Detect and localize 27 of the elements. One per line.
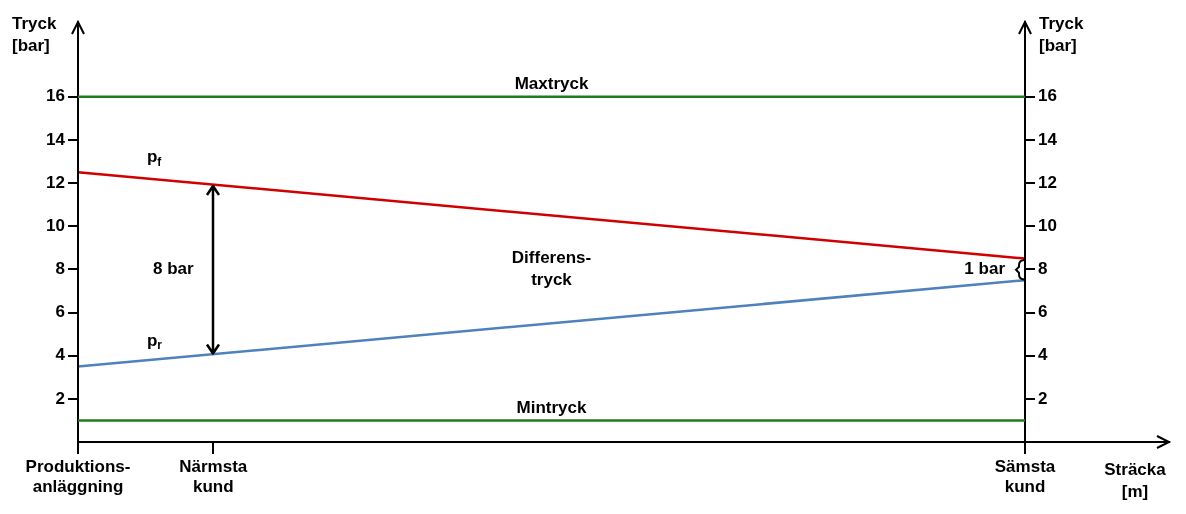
x-tick-label: Sämsta kund — [994, 456, 1056, 497]
y2-tick-label: 8 — [1038, 259, 1048, 279]
y2-tick-label: 14 — [1038, 129, 1058, 149]
x-tick-label: Närmsta kund — [179, 456, 248, 497]
y-tick-label: 14 — [46, 129, 66, 149]
y2-tick-label: 10 — [1038, 215, 1057, 235]
y-tick-label: 6 — [55, 302, 65, 322]
annotation: 8 bar — [152, 259, 194, 279]
x-tick-label: Produktions-anläggning — [25, 456, 131, 497]
y-tick-label: 10 — [46, 215, 65, 235]
y2-tick-label: 6 — [1038, 302, 1048, 322]
y-tick-label: 2 — [55, 388, 65, 408]
y2-tick-label: 4 — [1038, 345, 1048, 365]
y-tick-label: 8 — [55, 259, 65, 279]
y-tick-label: 4 — [55, 345, 66, 365]
ref-line-label: Maxtryck — [514, 74, 589, 94]
annotation: Differens-tryck — [511, 248, 592, 290]
y2-axis-title: Tryck [bar] — [1039, 13, 1084, 55]
y-tick-label: 12 — [46, 172, 65, 192]
y-tick-label: 16 — [46, 86, 65, 106]
y2-tick-label: 2 — [1038, 388, 1048, 408]
y-axis-title: Tryck [bar] — [12, 13, 57, 55]
annotation: 1 bar — [964, 259, 1006, 279]
y2-tick-label: 16 — [1038, 86, 1057, 106]
x-axis-title: Sträcka [m] — [1104, 459, 1167, 501]
ref-line-label: Mintryck — [516, 398, 587, 418]
y2-tick-label: 12 — [1038, 172, 1057, 192]
